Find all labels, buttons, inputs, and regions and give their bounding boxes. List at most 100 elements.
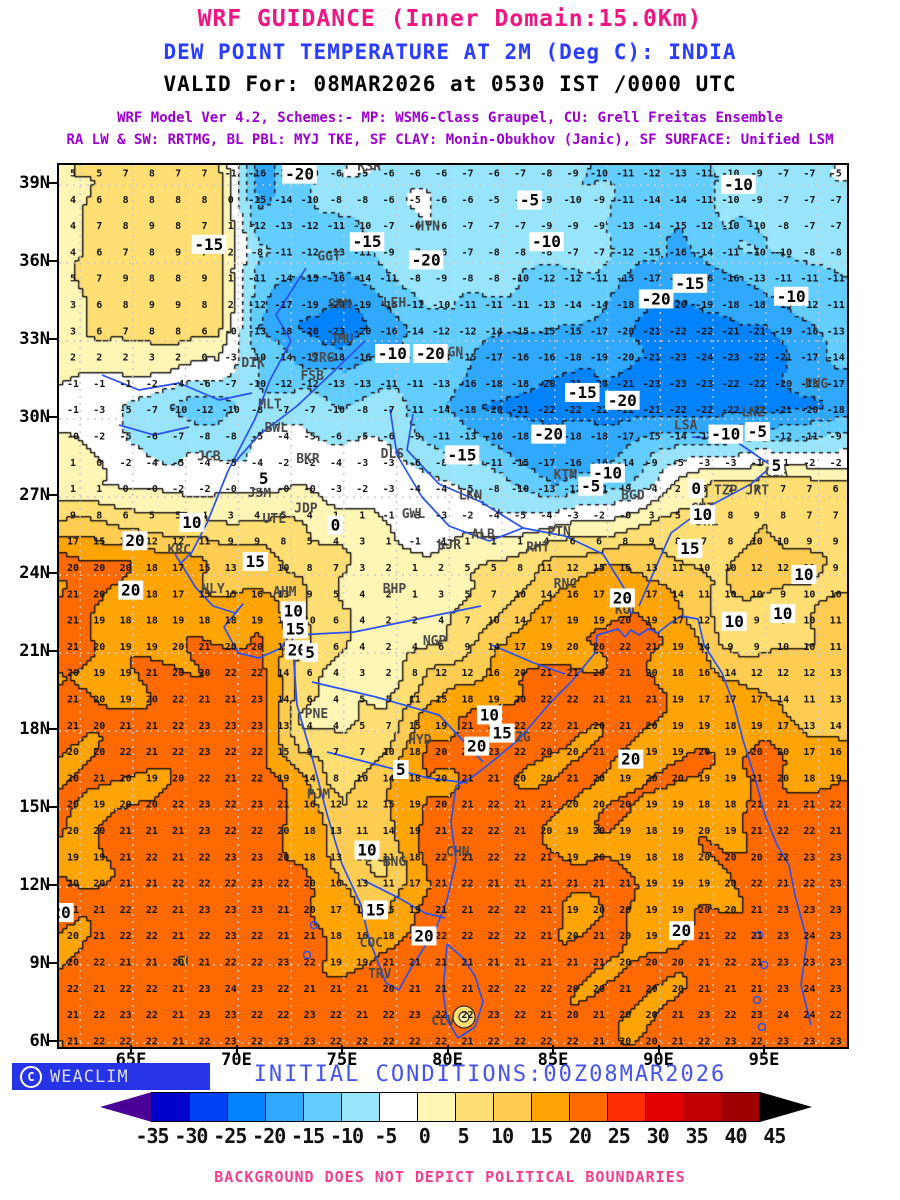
svg-text:20: 20 — [646, 668, 658, 679]
svg-text:-4: -4 — [251, 458, 263, 469]
station-label-CLV: CLV — [431, 1014, 455, 1029]
svg-text:-10: -10 — [222, 405, 240, 416]
svg-text:-1: -1 — [120, 379, 132, 390]
svg-text:11: 11 — [803, 695, 815, 706]
colorbar-segment-25 — [607, 1092, 646, 1122]
svg-text:14: 14 — [383, 826, 395, 837]
svg-text:1: 1 — [359, 510, 365, 521]
svg-text:-0: -0 — [67, 432, 79, 443]
station-label-BGD: BGD — [621, 489, 645, 504]
svg-text:1: 1 — [70, 484, 76, 495]
contour-label-box — [408, 250, 444, 270]
contour-label-box — [768, 455, 785, 475]
svg-text:7: 7 — [123, 326, 129, 337]
svg-text:-13: -13 — [327, 247, 345, 258]
river-godavari — [311, 681, 484, 763]
svg-text:8: 8 — [149, 195, 155, 206]
station-label-SRG: SRG — [311, 351, 335, 366]
svg-text:10: 10 — [277, 563, 289, 574]
svg-text:-18: -18 — [327, 353, 345, 364]
svg-text:-17: -17 — [301, 353, 319, 364]
svg-text:16: 16 — [567, 589, 579, 600]
svg-text:22: 22 — [698, 1036, 710, 1047]
svg-text:20: 20 — [646, 773, 658, 784]
svg-text:19: 19 — [567, 905, 579, 916]
svg-text:9: 9 — [307, 589, 313, 600]
svg-text:22: 22 — [225, 879, 237, 890]
svg-text:6: 6 — [333, 616, 339, 627]
contour-label-box — [282, 619, 308, 639]
svg-text:19: 19 — [540, 642, 552, 653]
chart-subtitle: DEW POINT TEMPERATURE AT 2M (Deg C): IND… — [163, 40, 737, 64]
lat-axis-label-33N: 33N — [19, 329, 50, 349]
svg-text:21: 21 — [461, 773, 473, 784]
svg-text:10: 10 — [751, 589, 763, 600]
station-label-PNG: PNG — [805, 377, 829, 392]
svg-text:-3: -3 — [567, 510, 579, 521]
svg-text:1: 1 — [228, 221, 234, 232]
lat-tick-21N — [48, 650, 57, 652]
svg-text:21: 21 — [356, 984, 368, 995]
river-brahmaputra — [638, 436, 773, 607]
svg-text:21: 21 — [67, 695, 79, 706]
svg-text:-13: -13 — [669, 169, 687, 180]
colorbar-tick-10: 10 — [491, 1124, 514, 1148]
svg-text:19: 19 — [356, 958, 368, 969]
svg-text:20: 20 — [304, 905, 316, 916]
svg-text:20: 20 — [514, 668, 526, 679]
svg-text:-22: -22 — [695, 326, 713, 337]
svg-text:3: 3 — [359, 668, 365, 679]
svg-text:22: 22 — [330, 1036, 342, 1047]
svg-text:21: 21 — [67, 1036, 79, 1047]
colorbar-tick-15: 15 — [529, 1124, 553, 1148]
svg-text:23: 23 — [777, 931, 789, 942]
contour-label-box — [280, 601, 306, 621]
copyright-icon: C — [20, 1065, 42, 1088]
svg-text:20: 20 — [619, 958, 631, 969]
svg-text:-12: -12 — [564, 274, 582, 285]
svg-text:9: 9 — [464, 642, 470, 653]
svg-text:1: 1 — [412, 563, 418, 574]
svg-text:-11: -11 — [485, 300, 503, 311]
svg-text:-12: -12 — [274, 379, 292, 390]
svg-text:23: 23 — [225, 1036, 237, 1047]
svg-text:-10: -10 — [511, 484, 529, 495]
map-overlay: 557877-1-16-14-10-6-5-6-6-6-7-6-7-8-9-10… — [59, 165, 847, 1047]
svg-text:-12: -12 — [195, 405, 213, 416]
svg-text:5: 5 — [701, 484, 707, 495]
svg-text:12: 12 — [751, 668, 763, 679]
svg-text:22: 22 — [751, 879, 763, 890]
contour-label-text: 5 — [305, 643, 315, 662]
river-kaveri — [360, 878, 446, 919]
svg-text:21: 21 — [830, 826, 842, 837]
svg-text:4: 4 — [254, 510, 260, 521]
svg-text:-8: -8 — [540, 247, 552, 258]
svg-text:-17: -17 — [800, 353, 818, 364]
svg-text:20: 20 — [172, 773, 184, 784]
svg-text:-9: -9 — [383, 247, 395, 258]
svg-text:20: 20 — [383, 984, 395, 995]
svg-text:8: 8 — [175, 221, 181, 232]
svg-text:22: 22 — [251, 1036, 263, 1047]
svg-text:-11: -11 — [485, 458, 503, 469]
contour-label-text: -5 — [748, 422, 767, 441]
svg-text:10: 10 — [488, 616, 500, 627]
svg-text:-11: -11 — [695, 195, 713, 206]
svg-text:2: 2 — [412, 616, 418, 627]
svg-text:-18: -18 — [458, 405, 476, 416]
contour-label-text: 20 — [621, 750, 640, 769]
svg-text:7: 7 — [806, 484, 812, 495]
lat-tick-36N — [48, 260, 57, 262]
svg-text:-6: -6 — [330, 169, 342, 180]
colorbar-tick-40: 40 — [724, 1124, 747, 1148]
svg-text:20: 20 — [646, 721, 658, 732]
svg-text:23: 23 — [251, 852, 263, 863]
svg-text:11: 11 — [540, 563, 552, 574]
svg-text:21: 21 — [93, 905, 105, 916]
svg-text:11: 11 — [356, 826, 368, 837]
svg-text:21: 21 — [593, 747, 605, 758]
svg-text:3: 3 — [359, 563, 365, 574]
colorbar-segment-30 — [645, 1092, 684, 1122]
svg-text:-15: -15 — [643, 247, 661, 258]
svg-text:3: 3 — [649, 510, 655, 521]
